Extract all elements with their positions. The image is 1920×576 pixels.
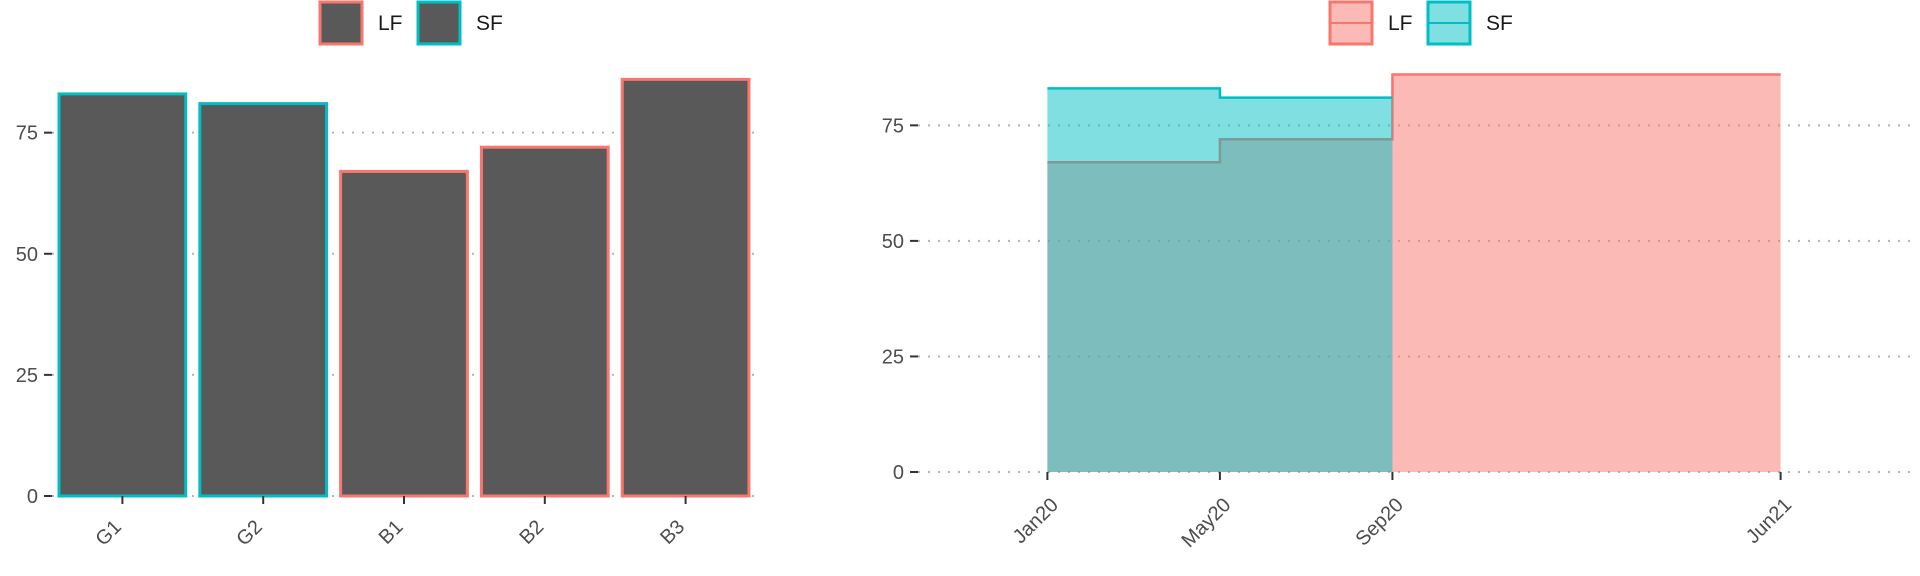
bar-b3 bbox=[620, 77, 751, 498]
x-tick-label: Sep20 bbox=[1352, 494, 1408, 550]
x-tick-label: Jan20 bbox=[1009, 494, 1063, 548]
legend-label: SF bbox=[476, 12, 503, 35]
y-tick-label: 75 bbox=[16, 123, 38, 145]
y-tick-label: 0 bbox=[893, 462, 904, 484]
x-tick-label: B2 bbox=[515, 516, 548, 549]
x-tick-label: Jun21 bbox=[1742, 494, 1796, 548]
area-sf bbox=[1047, 88, 1393, 472]
x-tick-label: B3 bbox=[656, 516, 689, 549]
y-tick-label: 50 bbox=[882, 231, 904, 253]
y-tick-label: 0 bbox=[27, 486, 38, 508]
x-tick-label: B1 bbox=[375, 516, 408, 549]
legend-label: LF bbox=[378, 12, 403, 35]
legend-key-sf bbox=[416, 0, 462, 46]
legend-key-lf bbox=[318, 0, 364, 46]
bar-g2 bbox=[198, 102, 329, 498]
bar-g1 bbox=[57, 92, 188, 498]
bar-b1 bbox=[339, 169, 469, 498]
y-tick-label: 75 bbox=[882, 115, 904, 137]
x-tick-label: G1 bbox=[92, 516, 126, 550]
legend: LF SF bbox=[318, 0, 503, 46]
step-area-chart: 0 25 50 75 Jan20 May20 Sep20 Jun21 LF SF bbox=[882, 0, 1910, 552]
bar-b2 bbox=[479, 145, 610, 498]
y-tick-label: 25 bbox=[882, 346, 904, 368]
bar-chart: 0 25 50 75 G1 G2 B1 B2 B3 LF SF bbox=[16, 0, 756, 550]
legend-label: SF bbox=[1486, 12, 1513, 35]
legend-label: LF bbox=[1388, 12, 1413, 35]
legend: LF SF bbox=[1328, 0, 1513, 46]
x-tick-label: May20 bbox=[1177, 494, 1235, 552]
y-tick-label: 50 bbox=[16, 244, 38, 266]
y-tick-label: 25 bbox=[16, 365, 38, 387]
step-line-sf bbox=[1047, 87, 1393, 99]
x-tick-label: G2 bbox=[232, 516, 266, 550]
